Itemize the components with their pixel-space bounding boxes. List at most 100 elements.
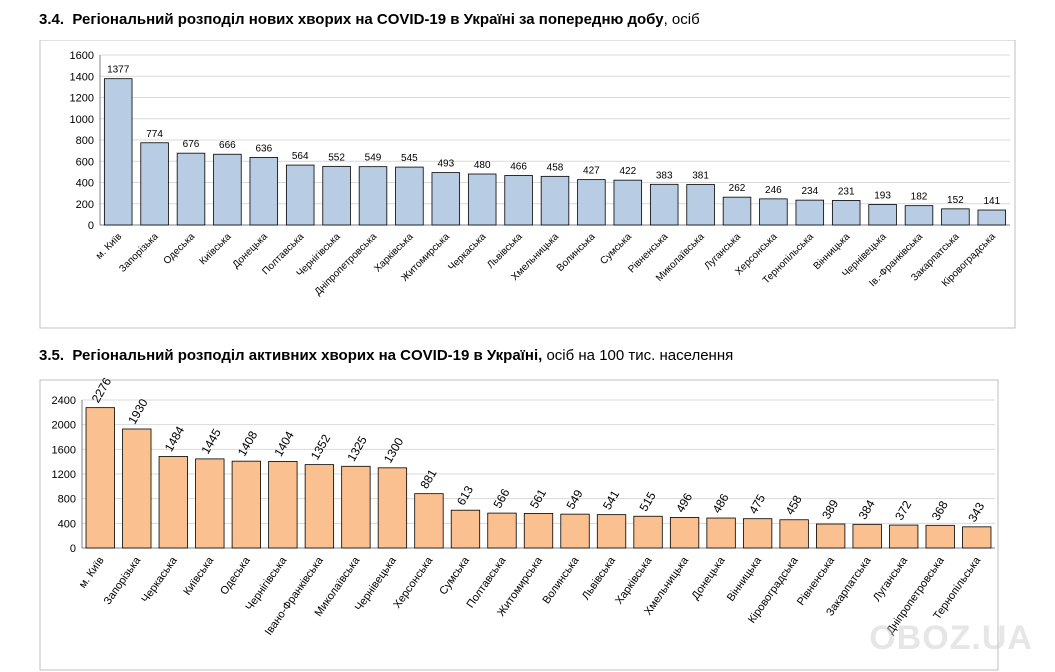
chart-1-data-label: 636	[255, 143, 272, 154]
chart-1-bar	[504, 175, 533, 226]
chart-1-data-label: 141	[983, 196, 1000, 207]
chart-2-bar	[560, 513, 590, 549]
chart-2-category-label: Вінницька	[725, 554, 765, 604]
chart-2-y-tick-label: 2400	[52, 395, 76, 407]
chart-1-data-label: 427	[583, 166, 600, 177]
chart-2-category-label: Харківська	[613, 554, 655, 607]
chart-1-bar	[868, 204, 897, 226]
chart-1-plot-frame	[39, 40, 1016, 329]
chart-2-bar	[341, 465, 371, 549]
chart-2-bar	[889, 524, 919, 549]
chart-1-number: 3.4.	[39, 11, 65, 28]
chart-2-data-label: 475	[746, 492, 768, 517]
chart-1-bar	[722, 196, 752, 226]
chart-2-data-label: 372	[892, 498, 914, 523]
chart-1-y-tick-label: 600	[76, 156, 94, 168]
chart-1-bar	[649, 183, 679, 226]
chart-1-category-label: м. Київ	[94, 231, 124, 261]
chart-2-bar	[377, 467, 408, 549]
chart-2-data-label: 384	[856, 497, 878, 522]
chart-1-category-label: Одеська	[162, 231, 198, 267]
chart-1-bar	[431, 172, 461, 226]
chart-1-data-label: 381	[692, 171, 709, 182]
chart-2-category-label: м. Київ	[77, 555, 107, 591]
chart-1-bar	[395, 166, 424, 226]
chart-2-data-label: 368	[929, 498, 951, 523]
chart-2-bar	[633, 515, 663, 549]
chart-1-y-tick-label: 1000	[70, 114, 94, 126]
chart-2-bar	[706, 517, 736, 549]
chart-2-bar	[450, 509, 481, 549]
chart-2-data-label: 881	[417, 467, 439, 492]
chart-2-bar	[925, 524, 955, 549]
chart-2-y-tick-label: 1600	[52, 444, 76, 456]
chart-1-data-label: 383	[656, 170, 673, 181]
chart-2-bar	[158, 456, 188, 549]
chart-1-data-label: 458	[547, 162, 564, 173]
chart-2-data-label: 486	[710, 491, 732, 516]
chart-1-category-label: Київська	[198, 231, 234, 267]
chart-2-data-label: 549	[563, 487, 585, 512]
chart-2-category-label: Сумська	[437, 554, 472, 597]
chart-1-bar	[467, 173, 497, 226]
chart-1-category-label: Дніпропетровська	[313, 231, 380, 298]
chart-2-bar	[596, 514, 627, 549]
chart-1-bar	[285, 164, 315, 226]
chart-2-bar	[523, 513, 554, 549]
chart-2-category-label: Черкаська	[139, 554, 180, 605]
chart-2-category-label: Донецька	[690, 554, 728, 602]
chart-2-category-label: Одеська	[218, 554, 253, 597]
chart-1-y-tick-label: 0	[88, 220, 94, 232]
chart-1-data-label: 466	[510, 161, 527, 172]
chart-1-bar	[213, 153, 242, 226]
chart-2-category-label: Луганська	[871, 554, 911, 604]
chart-1-category-label: Запорізька	[117, 231, 161, 275]
chart-2-data-label: 496	[673, 490, 695, 515]
chart-2-data-label: 1408	[235, 428, 261, 458]
chart-2-bar	[669, 517, 700, 549]
chart-1-title-units: , осіб	[663, 11, 700, 28]
chart-2-bar	[816, 523, 846, 549]
chart-1-bar	[759, 198, 788, 226]
chart-1-category-label: Сумська	[598, 231, 634, 267]
chart-1-y-tick-label: 400	[76, 178, 94, 190]
chart-1-bar	[140, 142, 169, 226]
chart-1-bar	[941, 208, 970, 226]
chart-1-data-label: 182	[911, 192, 928, 203]
chart-2-y-tick-label: 1200	[52, 469, 76, 481]
chart-2-data-label: 561	[527, 486, 549, 511]
chart-2-bar	[122, 428, 152, 549]
chart-2-title: 3.5. Регіональний розподіл активних хвор…	[39, 347, 733, 364]
chart-2-number: 3.5.	[39, 347, 65, 364]
chart-1-data-label: 234	[801, 186, 818, 197]
chart-2-data-label: 343	[965, 500, 987, 525]
chart-1-data-label: 262	[729, 183, 746, 194]
chart-1-bar	[831, 200, 861, 226]
chart-1-data-label: 193	[874, 190, 891, 201]
chart-2-data-label: 1404	[271, 429, 297, 459]
chart-2-category-label: Волинська	[541, 554, 582, 606]
chart-2-y-tick-label: 400	[58, 518, 76, 530]
chart-1-y-tick-label: 1600	[70, 50, 94, 62]
chart-1-bar	[977, 209, 1007, 226]
chart-2-bar	[195, 458, 225, 549]
chart-1-y-tick-label: 1400	[70, 71, 94, 83]
chart-1-bar	[176, 152, 206, 226]
chart-2-data-label: 1445	[198, 426, 224, 456]
chart-2-category-label: Львівська	[580, 554, 619, 602]
chart-2-bar	[85, 407, 115, 549]
chart-1-data-label: 549	[365, 153, 382, 164]
chart-2-y-tick-label: 800	[58, 494, 76, 506]
chart-2-data-label: 613	[454, 483, 476, 508]
chart-1-data-label: 1377	[107, 65, 130, 76]
chart-1-data-label: 545	[401, 153, 418, 164]
chart-1-category-label: Черкаська	[446, 231, 488, 273]
chart-1-title-bold: Регіональний розподіл нових хворих на CO…	[72, 11, 664, 28]
chart-1-bar	[686, 184, 715, 226]
watermark-logo: OBOZ.UA	[869, 619, 1033, 657]
chart-1-data-label: 152	[947, 195, 964, 206]
chart-2-bar	[304, 464, 335, 549]
chart-1-y-tick-label: 1200	[70, 93, 94, 105]
chart-1-title: 3.4. Регіональний розподіл нових хворих …	[39, 11, 700, 28]
